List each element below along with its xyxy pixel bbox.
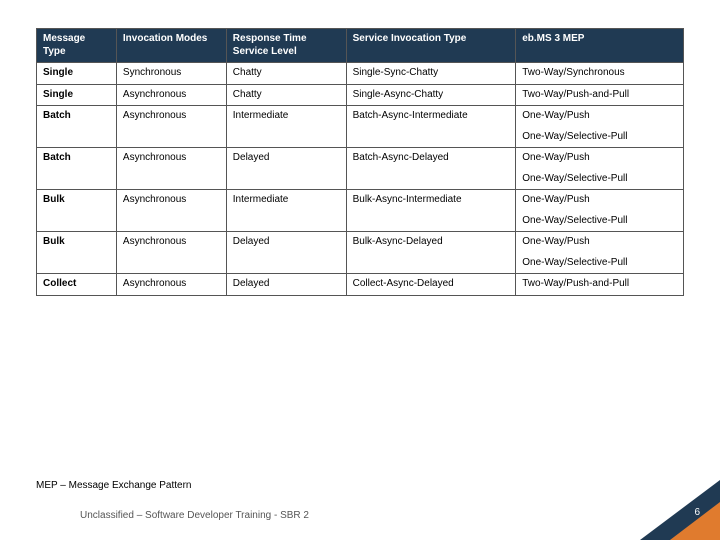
slide: Message Type Invocation Modes Response T…	[0, 0, 720, 540]
cell-invocation-mode: Asynchronous	[116, 190, 226, 232]
cell-invocation-mode: Synchronous	[116, 63, 226, 85]
mep-line: Two-Way/Push-and-Pull	[522, 278, 677, 291]
cell-service-invocation-type: Single-Sync-Chatty	[346, 63, 516, 85]
cell-ebms3-mep: One-Way/Push One-Way/Selective-Pull	[516, 148, 684, 190]
table-row: BulkAsynchronousDelayedBulk-Async-Delaye…	[37, 232, 684, 274]
corner-decoration	[640, 480, 720, 540]
cell-response-time: Chatty	[226, 63, 346, 85]
mep-line: One-Way/Selective-Pull	[522, 257, 677, 270]
cell-response-time: Delayed	[226, 274, 346, 296]
mep-table: Message Type Invocation Modes Response T…	[36, 28, 684, 296]
cell-invocation-mode: Asynchronous	[116, 84, 226, 106]
mep-line: One-Way/Push	[522, 194, 677, 207]
mep-line: One-Way/Push	[522, 110, 677, 123]
cell-invocation-mode: Asynchronous	[116, 148, 226, 190]
table-row: SingleSynchronousChattySingle-Sync-Chatt…	[37, 63, 684, 85]
mep-line: Two-Way/Push-and-Pull	[522, 89, 677, 102]
table-row: BatchAsynchronousDelayedBatch-Async-Dela…	[37, 148, 684, 190]
cell-service-invocation-type: Batch-Async-Intermediate	[346, 106, 516, 148]
page-number: 6	[694, 507, 700, 518]
table-row: CollectAsynchronousDelayedCollect-Async-…	[37, 274, 684, 296]
cell-response-time: Intermediate	[226, 106, 346, 148]
cell-ebms3-mep: Two-Way/Synchronous	[516, 63, 684, 85]
cell-service-invocation-type: Collect-Async-Delayed	[346, 274, 516, 296]
cell-invocation-mode: Asynchronous	[116, 274, 226, 296]
cell-ebms3-mep: One-Way/Push One-Way/Selective-Pull	[516, 232, 684, 274]
table-row: BatchAsynchronousIntermediateBatch-Async…	[37, 106, 684, 148]
cell-service-invocation-type: Bulk-Async-Delayed	[346, 232, 516, 274]
cell-response-time: Intermediate	[226, 190, 346, 232]
cell-response-time: Delayed	[226, 148, 346, 190]
mep-line: One-Way/Selective-Pull	[522, 215, 677, 228]
col-header-response-time: Response Time Service Level	[226, 29, 346, 63]
cell-message-type: Single	[37, 63, 117, 85]
cell-message-type: Single	[37, 84, 117, 106]
cell-message-type: Bulk	[37, 232, 117, 274]
cell-message-type: Batch	[37, 148, 117, 190]
cell-service-invocation-type: Batch-Async-Delayed	[346, 148, 516, 190]
mep-line: One-Way/Selective-Pull	[522, 131, 677, 144]
cell-ebms3-mep: Two-Way/Push-and-Pull	[516, 84, 684, 106]
cell-service-invocation-type: Single-Async-Chatty	[346, 84, 516, 106]
classification: Unclassified – Software Developer Traini…	[80, 510, 309, 521]
mep-line: One-Way/Selective-Pull	[522, 173, 677, 186]
cell-ebms3-mep: One-Way/Push One-Way/Selective-Pull	[516, 106, 684, 148]
col-header-ebms3-mep: eb.MS 3 MEP	[516, 29, 684, 63]
cell-ebms3-mep: Two-Way/Push-and-Pull	[516, 274, 684, 296]
header-row: Message Type Invocation Modes Response T…	[37, 29, 684, 63]
mep-line: One-Way/Push	[522, 236, 677, 249]
col-header-service-invocation-type: Service Invocation Type	[346, 29, 516, 63]
col-header-message-type: Message Type	[37, 29, 117, 63]
cell-response-time: Delayed	[226, 232, 346, 274]
cell-message-type: Batch	[37, 106, 117, 148]
cell-response-time: Chatty	[226, 84, 346, 106]
cell-ebms3-mep: One-Way/Push One-Way/Selective-Pull	[516, 190, 684, 232]
col-header-invocation-modes: Invocation Modes	[116, 29, 226, 63]
table-row: SingleAsynchronousChattySingle-Async-Cha…	[37, 84, 684, 106]
footnote: MEP – Message Exchange Pattern	[36, 480, 191, 491]
cell-invocation-mode: Asynchronous	[116, 106, 226, 148]
cell-message-type: Bulk	[37, 190, 117, 232]
table-header: Message Type Invocation Modes Response T…	[37, 29, 684, 63]
mep-line: One-Way/Push	[522, 152, 677, 165]
table-row: BulkAsynchronousIntermediateBulk-Async-I…	[37, 190, 684, 232]
table-body: SingleSynchronousChattySingle-Sync-Chatt…	[37, 63, 684, 296]
cell-message-type: Collect	[37, 274, 117, 296]
mep-line: Two-Way/Synchronous	[522, 67, 677, 80]
cell-service-invocation-type: Bulk-Async-Intermediate	[346, 190, 516, 232]
cell-invocation-mode: Asynchronous	[116, 232, 226, 274]
